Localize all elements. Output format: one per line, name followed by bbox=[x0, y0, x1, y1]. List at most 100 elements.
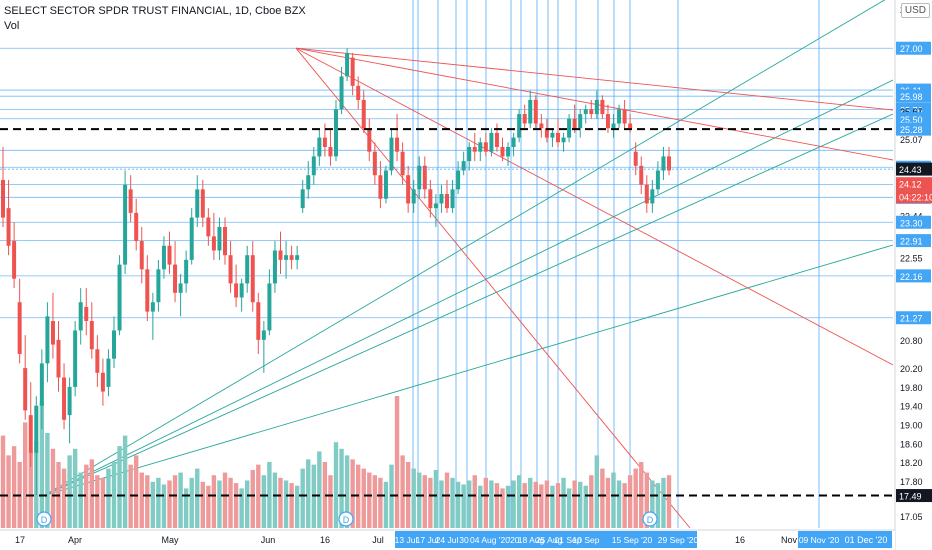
volume-bar bbox=[139, 472, 144, 528]
candle-body bbox=[117, 264, 122, 331]
candles bbox=[1, 48, 671, 496]
volume-bar bbox=[583, 485, 588, 528]
candle-body bbox=[73, 330, 78, 387]
volume-bar bbox=[644, 472, 649, 528]
fan-line-red bbox=[295, 47, 894, 366]
volume-bar bbox=[622, 483, 627, 528]
candle-body bbox=[544, 128, 549, 138]
time-highlight-label: 13 Jul bbox=[395, 535, 418, 545]
candle-body bbox=[567, 118, 572, 138]
candle-body bbox=[245, 255, 250, 284]
price-badge bbox=[896, 190, 932, 204]
price-tick-label: 19.40 bbox=[900, 402, 923, 412]
time-label: Jun bbox=[261, 535, 276, 545]
candle-body bbox=[145, 269, 150, 312]
candle-body bbox=[511, 137, 516, 147]
volume-bar bbox=[95, 475, 100, 528]
volume-bar bbox=[578, 481, 583, 528]
volume-bar bbox=[278, 477, 283, 528]
volume-bar bbox=[233, 483, 239, 528]
candle-body bbox=[311, 156, 316, 176]
volume-bar bbox=[627, 475, 633, 528]
volume-bar bbox=[306, 459, 311, 528]
volume-bar bbox=[472, 475, 477, 528]
candle-body bbox=[572, 118, 577, 129]
volume-bar bbox=[39, 402, 45, 528]
volume-bar bbox=[250, 469, 255, 528]
candle-body bbox=[112, 330, 116, 359]
volume-bar bbox=[172, 475, 178, 528]
candle-body bbox=[334, 109, 338, 157]
volume-bar bbox=[161, 484, 167, 528]
volume-bar bbox=[183, 488, 189, 528]
price-axis: 27.0026.1125.9825.7025.6725.5025.2825.07… bbox=[894, 0, 932, 550]
volume-bar bbox=[317, 451, 322, 528]
volume-bar bbox=[145, 475, 150, 528]
volume-bar bbox=[655, 483, 661, 528]
candle-body bbox=[206, 217, 211, 237]
time-highlight-label: 24 Jul bbox=[436, 535, 459, 545]
candle-body bbox=[528, 99, 533, 124]
volume-bar bbox=[0, 435, 6, 528]
volume-bar bbox=[550, 485, 555, 528]
volume-bar bbox=[189, 477, 194, 528]
volume-bar bbox=[328, 475, 333, 528]
volume-bar bbox=[544, 480, 550, 528]
volume-bar bbox=[611, 472, 616, 528]
dividend-marker[interactable]: D bbox=[36, 511, 52, 527]
candle-body bbox=[289, 255, 294, 260]
volume-bar bbox=[411, 468, 416, 528]
currency-badge[interactable]: USD bbox=[900, 3, 930, 18]
volume-bar bbox=[28, 451, 33, 528]
candle-body bbox=[650, 189, 655, 204]
candle-body bbox=[417, 165, 422, 190]
candle-body bbox=[644, 184, 649, 204]
candle-body bbox=[483, 142, 488, 152]
candle-body bbox=[322, 137, 327, 147]
time-highlight-label: 29 Sep '20 bbox=[658, 535, 699, 545]
candle-body bbox=[184, 259, 189, 284]
candle-body bbox=[350, 57, 355, 86]
volume-bar bbox=[539, 484, 544, 528]
candle-body bbox=[272, 250, 277, 284]
volume-bar bbox=[117, 446, 122, 528]
volume-bar bbox=[605, 477, 611, 528]
volume-bar bbox=[217, 480, 222, 528]
time-highlight-label: '20 bbox=[508, 535, 519, 545]
volume-bar bbox=[283, 480, 289, 528]
volume-bar bbox=[178, 472, 183, 528]
candle-body bbox=[639, 165, 644, 185]
volume-bar bbox=[195, 468, 200, 528]
volume-bar bbox=[600, 468, 605, 528]
volume-bar bbox=[589, 475, 594, 528]
volume-bar bbox=[6, 455, 11, 528]
volume-bar bbox=[511, 480, 516, 528]
dividend-marker[interactable]: D bbox=[642, 511, 658, 527]
dividend-marker[interactable]: D bbox=[338, 511, 354, 527]
dividend-circle bbox=[36, 511, 52, 527]
volume-bar bbox=[256, 464, 261, 528]
candle-body bbox=[611, 123, 616, 129]
volume-bar bbox=[239, 488, 244, 528]
candle-body bbox=[378, 175, 383, 199]
volume-bar bbox=[450, 477, 455, 528]
price-tick-label: 25.07 bbox=[900, 135, 923, 145]
volume-bar bbox=[294, 485, 300, 528]
volume-bar bbox=[522, 483, 527, 528]
candle-body bbox=[605, 114, 610, 129]
candle-body bbox=[317, 137, 322, 157]
volume-bar bbox=[455, 481, 461, 528]
volume-bar bbox=[528, 477, 533, 528]
candle-body bbox=[622, 109, 627, 124]
candle-body bbox=[445, 194, 449, 209]
candle-body bbox=[400, 151, 405, 176]
price-tick-label: 20.20 bbox=[900, 364, 923, 374]
candle-body bbox=[655, 170, 660, 190]
price-badge bbox=[896, 162, 932, 176]
price-tick-label: 25.50 bbox=[900, 115, 923, 125]
dashed-levels bbox=[0, 128, 893, 497]
volume-bar bbox=[394, 396, 400, 528]
candle-body bbox=[578, 114, 583, 129]
time-highlight bbox=[798, 531, 840, 548]
